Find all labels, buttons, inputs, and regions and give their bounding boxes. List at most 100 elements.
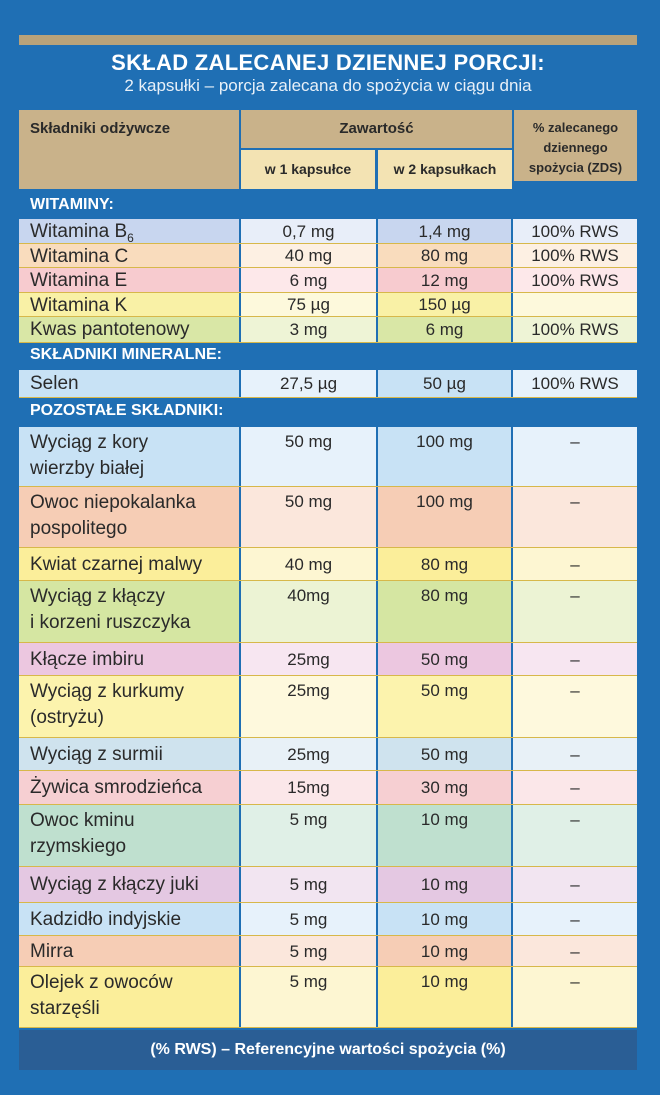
value-two-capsules: 80 mg (378, 244, 511, 268)
row-divider (19, 737, 637, 738)
nutrient-name-text: Kłącze imbiru (30, 649, 145, 670)
value-two-capsules: 1,4 mg (378, 219, 511, 244)
value-one-capsule: 5 mg (241, 867, 376, 903)
section-vitamins: WITAMINY: (30, 196, 114, 213)
value-one-capsule: 5 mg (241, 903, 376, 936)
nutrient-name: Wyciąg z kory wierzby białej (19, 427, 239, 487)
page-subtitle: 2 kapsułki – porcja zalecana do spożycia… (124, 76, 532, 95)
nutrient-name-text: Olejek z owoców (30, 972, 173, 993)
nutrient-name: Żywica smrodzieńca (19, 771, 239, 805)
value-one-capsule: 5 mg (241, 805, 376, 867)
nutrient-name-text: Wyciąg z kory (30, 432, 149, 453)
nutrient-name-text: Kadzidło indyjskie (30, 909, 182, 930)
value-pct-rws: – (513, 548, 637, 581)
value-one-capsule: 25mg (241, 738, 376, 771)
value-pct-rws: – (513, 903, 637, 936)
value-pct-rws: – (513, 427, 637, 487)
value-one-capsule: 3 mg (241, 317, 376, 343)
value-pct-rws: – (513, 936, 637, 967)
table-row: Żywica smrodzieńca 15mg 30 mg – (19, 771, 637, 805)
header-two-capsules: w 2 kapsułkach (378, 150, 512, 189)
nutrient-name: Selen (19, 370, 239, 398)
row-divider (19, 397, 637, 398)
nutrient-name: Wyciąg z kłączy i korzeni ruszczyka (19, 581, 239, 643)
table-row: Owoc niepokalanka pospolitego 50 mg 100 mg – (19, 487, 637, 548)
row-divider (19, 1027, 637, 1028)
nutrient-name: Wyciąg z kłączy juki (19, 867, 239, 903)
value-pct-rws: 100% RWS (513, 370, 637, 398)
value-one-capsule: 27,5 µg (241, 370, 376, 398)
value-two-capsules: 30 mg (378, 771, 511, 805)
row-divider (19, 316, 637, 317)
nutrient-name-text: Witamina C (30, 246, 129, 267)
nutrient-name: Kłącze imbiru (19, 643, 239, 676)
value-pct-rws (513, 293, 637, 317)
value-pct-rws: – (513, 676, 637, 738)
nutrient-name-text-line2: (ostryżu) (30, 707, 104, 728)
value-pct-rws: – (513, 487, 637, 548)
nutrient-name-text: Kwas pantotenowy (30, 319, 190, 340)
nutrient-name-text: Witamina E (30, 270, 128, 291)
value-one-capsule: 40 mg (241, 244, 376, 268)
nutrient-name: Kwiat czarnej malwy (19, 548, 239, 581)
nutrient-name: Witamina E (19, 268, 239, 293)
value-two-capsules: 10 mg (378, 903, 511, 936)
nutrient-name: Owoc niepokalanka pospolitego (19, 487, 239, 548)
row-divider (19, 342, 637, 343)
nutrient-name: Witamina B6 (19, 219, 239, 245)
value-one-capsule: 40 mg (241, 548, 376, 581)
row-divider (19, 642, 637, 643)
value-two-capsules: 50 µg (378, 370, 511, 398)
value-one-capsule: 15mg (241, 771, 376, 805)
value-two-capsules: 10 mg (378, 867, 511, 903)
page-title: SKŁAD ZALECANEJ DZIENNEJ PORCJI: (111, 50, 545, 75)
nutrient-name-text-line2: rzymskiego (30, 836, 127, 857)
value-two-capsules: 100 mg (378, 427, 511, 487)
table-row: Wyciąg z kłączy juki 5 mg 10 mg – (19, 867, 637, 903)
row-divider (19, 675, 637, 676)
row-divider (19, 866, 637, 867)
value-two-capsules: 50 mg (378, 676, 511, 738)
row-divider (19, 966, 637, 967)
value-pct-rws: – (513, 805, 637, 867)
header-one-capsule: w 1 kapsułce (241, 150, 375, 189)
footer-note: (% RWS) – Referencyjne wartości spożycia… (19, 1030, 637, 1070)
section-minerals: SKŁADNIKI MINERALNE: (30, 346, 222, 363)
row-divider (19, 902, 637, 903)
table-row: Mirra 5 mg 10 mg – (19, 936, 637, 967)
nutrient-name-text-line2: wierzby białej (30, 458, 145, 479)
nutrient-name-text-line2: i korzeni ruszczyka (30, 612, 191, 633)
nutrient-name: Witamina K (19, 293, 239, 317)
row-divider (19, 267, 637, 268)
value-one-capsule: 0,7 mg (241, 219, 376, 244)
value-pct-rws: – (513, 967, 637, 1028)
value-one-capsule: 25mg (241, 676, 376, 738)
value-one-capsule: 50 mg (241, 427, 376, 487)
table-row: Selen 27,5 µg 50 µg 100% RWS (19, 370, 637, 398)
nutrient-name-text: Selen (30, 373, 79, 394)
section-other: POZOSTAŁE SKŁADNIKI: (30, 402, 224, 419)
nutrient-name: Owoc kminu rzymskiego (19, 805, 239, 867)
value-pct-rws: – (513, 867, 637, 903)
value-two-capsules: 80 mg (378, 548, 511, 581)
row-divider (19, 547, 637, 548)
table-row: Olejek z owoców starzęśli 5 mg 10 mg – (19, 967, 637, 1028)
nutrient-name-text: Wyciąg z kłączy (30, 586, 165, 607)
table-row: Owoc kminu rzymskiego 5 mg 10 mg – (19, 805, 637, 867)
nutrient-name-subscript: 6 (127, 230, 134, 245)
nutrient-name-text: Wyciąg z kłączy juki (30, 874, 199, 895)
nutrient-name-text: Mirra (30, 941, 74, 962)
nutrient-name: Wyciąg z surmii (19, 738, 239, 771)
value-pct-rws: 100% RWS (513, 317, 637, 343)
row-divider (19, 935, 637, 936)
value-two-capsules: 12 mg (378, 268, 511, 293)
table-row: Wyciąg z kory wierzby białej 50 mg 100 mg – (19, 427, 637, 487)
table-row: Kwiat czarnej malwy 40 mg 80 mg – (19, 548, 637, 581)
nutrient-name-text: Owoc niepokalanka (30, 492, 196, 513)
value-two-capsules: 10 mg (378, 967, 511, 1028)
row-divider (19, 770, 637, 771)
value-two-capsules: 6 mg (378, 317, 511, 343)
nutrient-name-text: Żywica smrodzieńca (30, 777, 203, 798)
table-row: Witamina B6 0,7 mg 1,4 mg 100% RWS (19, 219, 637, 245)
nutrient-name-text-line2: pospolitego (30, 518, 128, 539)
